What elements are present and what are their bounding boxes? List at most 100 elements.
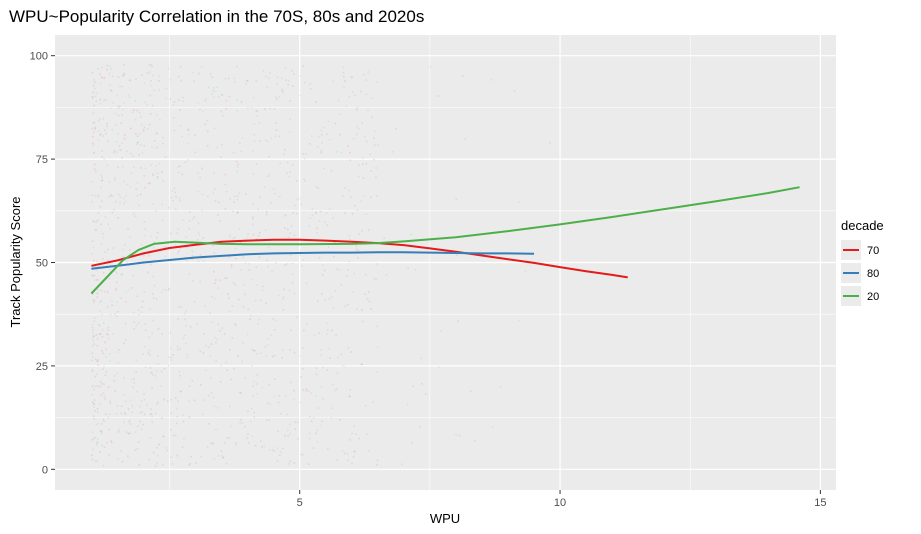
scatter-point xyxy=(298,355,301,358)
scatter-point xyxy=(99,205,102,208)
scatter-point xyxy=(97,422,100,425)
scatter-point xyxy=(139,411,141,414)
scatter-point xyxy=(302,259,304,261)
scatter-point xyxy=(376,346,379,349)
scatter-point xyxy=(102,236,105,239)
scatter-point xyxy=(103,365,105,367)
scatter-point xyxy=(209,355,212,357)
scatter-point xyxy=(122,165,124,168)
scatter-point xyxy=(196,172,199,174)
scatter-point xyxy=(424,392,427,395)
scatter-point xyxy=(271,449,274,451)
scatter-point xyxy=(363,74,365,76)
scatter-point xyxy=(99,134,101,136)
scatter-point xyxy=(518,319,521,322)
scatter-point xyxy=(108,277,111,280)
scatter-point xyxy=(348,395,351,398)
scatter-point xyxy=(148,308,151,310)
scatter-point xyxy=(113,150,116,152)
scatter-point xyxy=(156,132,158,134)
scatter-point xyxy=(371,116,373,118)
scatter-point xyxy=(163,398,165,401)
scatter-point xyxy=(317,135,320,138)
scatter-point xyxy=(127,432,129,434)
scatter-point xyxy=(347,453,349,455)
scatter-point xyxy=(290,329,292,331)
scatter-point xyxy=(305,282,308,284)
scatter-point xyxy=(237,355,239,357)
scatter-point xyxy=(93,406,95,409)
scatter-point xyxy=(208,422,210,425)
scatter-point xyxy=(123,411,126,414)
scatter-point xyxy=(117,217,120,219)
scatter-point xyxy=(499,386,502,388)
scatter-point xyxy=(229,234,231,236)
scatter-point xyxy=(123,73,126,75)
scatter-point xyxy=(311,135,313,137)
scatter-point xyxy=(293,389,295,392)
scatter-point xyxy=(327,329,329,331)
scatter-point xyxy=(149,112,152,115)
scatter-point xyxy=(152,319,154,322)
scatter-point xyxy=(130,379,133,381)
scatter-point xyxy=(265,214,268,216)
scatter-point xyxy=(138,154,140,156)
scatter-point xyxy=(171,189,173,192)
scatter-point xyxy=(108,195,110,198)
scatter-point xyxy=(123,180,125,183)
scatter-points xyxy=(91,64,551,467)
scatter-point xyxy=(293,73,295,75)
scatter-point xyxy=(281,357,284,359)
legend-label-80: 80 xyxy=(867,268,879,280)
scatter-point xyxy=(161,219,164,222)
scatter-point xyxy=(102,352,104,355)
scatter-point xyxy=(121,273,124,275)
scatter-point xyxy=(161,417,163,419)
scatter-point xyxy=(136,390,138,393)
scatter-point xyxy=(464,138,466,141)
scatter-point xyxy=(160,291,163,293)
scatter-point xyxy=(268,156,270,158)
scatter-point xyxy=(242,306,245,308)
scatter-point xyxy=(273,354,276,357)
scatter-point xyxy=(277,401,280,404)
y-tick-label: 50 xyxy=(36,258,48,270)
scatter-point xyxy=(206,120,208,122)
scatter-point xyxy=(255,110,258,112)
scatter-point xyxy=(116,351,119,353)
scatter-point xyxy=(102,328,104,331)
scatter-point xyxy=(213,458,216,460)
scatter-point xyxy=(288,130,291,133)
scatter-point xyxy=(220,94,223,96)
scatter-point xyxy=(111,195,114,197)
scatter-point xyxy=(99,98,102,100)
scatter-point xyxy=(153,284,156,287)
scatter-point xyxy=(137,309,140,311)
scatter-point xyxy=(122,255,124,258)
scatter-point xyxy=(391,151,394,153)
scatter-point xyxy=(323,167,325,170)
scatter-point xyxy=(99,73,101,75)
scatter-point xyxy=(108,413,111,415)
scatter-point xyxy=(100,383,103,385)
scatter-point xyxy=(215,428,217,431)
scatter-point xyxy=(185,236,188,238)
scatter-point xyxy=(274,192,276,195)
scatter-point xyxy=(245,79,248,82)
scatter-point xyxy=(337,357,339,359)
scatter-point xyxy=(101,313,103,316)
axis-ticks: 5 10 15 0 25 50 75 100 xyxy=(30,51,827,509)
scatter-point xyxy=(157,363,159,365)
scatter-point xyxy=(258,256,261,258)
scatter-point xyxy=(334,290,337,292)
scatter-point xyxy=(94,385,97,388)
scatter-point xyxy=(334,122,337,125)
scatter-point xyxy=(214,188,216,190)
scatter-point xyxy=(202,237,205,239)
scatter-point xyxy=(189,416,191,418)
scatter-point xyxy=(156,298,158,300)
scatter-point xyxy=(317,300,319,302)
scatter-point xyxy=(98,301,101,304)
scatter-point xyxy=(239,391,241,394)
scatter-point xyxy=(104,129,106,132)
